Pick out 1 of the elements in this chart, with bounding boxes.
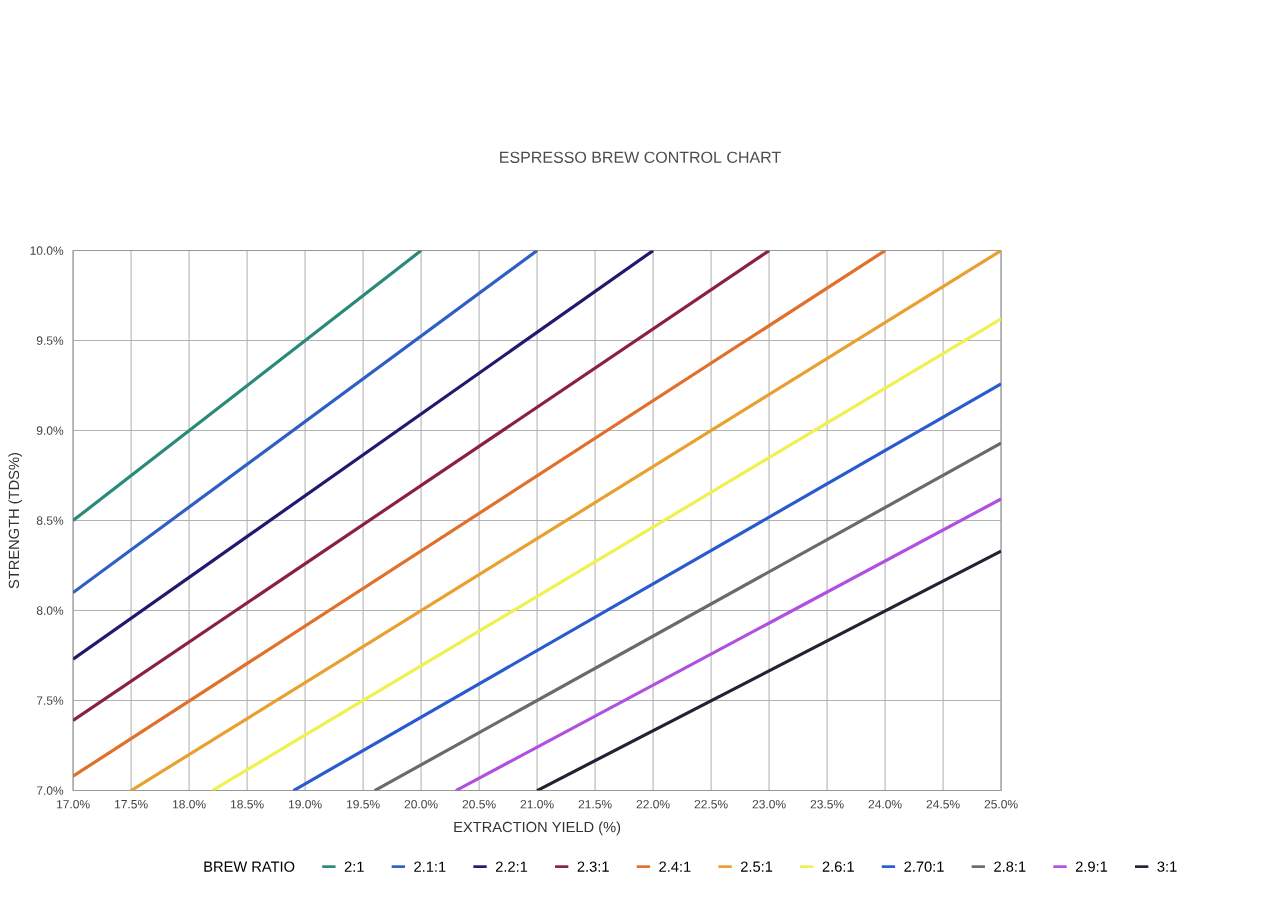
chart-title: ESPRESSO BREW CONTROL CHART — [500, 151, 781, 163]
